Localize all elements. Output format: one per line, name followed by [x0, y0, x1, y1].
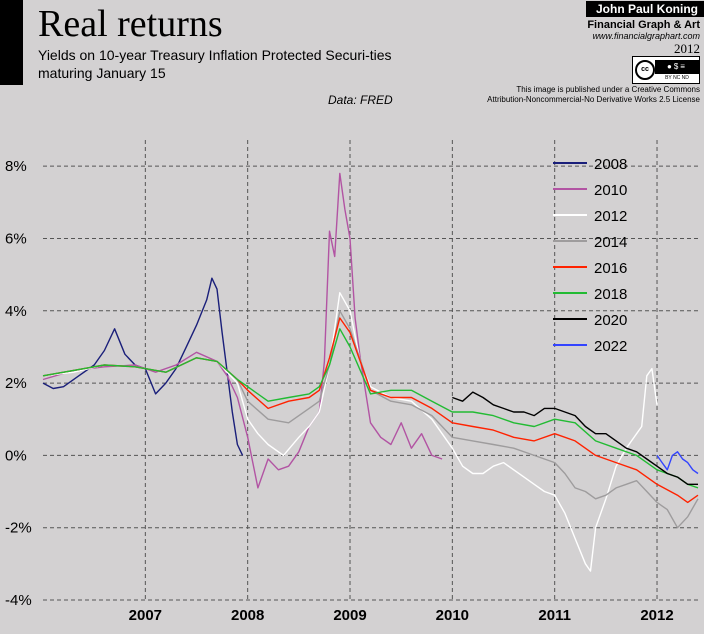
legend-label-2018: 2018: [594, 286, 627, 303]
grid-lines: [43, 140, 700, 601]
series-line-2008: [42, 277, 244, 456]
legend-label-2012: 2012: [594, 208, 627, 225]
legend-label-2008: 2008: [594, 156, 627, 173]
cc-license-icons: ●$≡: [655, 60, 699, 74]
series-line-2022: [656, 451, 699, 475]
website-link[interactable]: www.financialgraphart.com: [592, 31, 700, 41]
cc-logo-icon: cc: [635, 60, 655, 80]
legend-label-2020: 2020: [594, 312, 627, 329]
chart-subtitle: Yields on 10-year Treasury Inflation Pro…: [38, 47, 392, 81]
legend: 2008 2010 2012 2014 2016 2018 2020 2022: [553, 156, 627, 355]
credit-block: John Paul Koning Financial Graph & Art w…: [524, 0, 704, 57]
y-tick-label: 6%: [5, 230, 27, 247]
data-source: Data: FRED: [328, 93, 393, 107]
author-name: John Paul Koning: [586, 1, 704, 17]
legend-label-2014: 2014: [594, 234, 627, 251]
y-tick-label: 2%: [5, 375, 27, 392]
y-tick-label: 8%: [5, 158, 27, 175]
chart-title: Real returns: [38, 3, 223, 45]
y-tick-label: -2%: [5, 520, 32, 537]
legend-label-2022: 2022: [594, 338, 627, 355]
y-tick-label: 4%: [5, 303, 27, 320]
brand-name: Financial Graph & Art: [587, 19, 700, 31]
x-tick-label: 2011: [538, 607, 571, 624]
license-text: This image is published under a Creative…: [460, 85, 700, 105]
x-tick-label: 2010: [436, 607, 469, 624]
y-tick-label: 0%: [5, 447, 27, 464]
copyright-year: 2012: [674, 41, 700, 56]
x-tick-label: 2007: [129, 607, 162, 624]
axes: 8% 6% 4% 2% 0% -2% -4% 2007 2008 2009 2010 2011 2012: [5, 158, 674, 624]
license-line-2: Attribution-Noncommercial-No Derivative …: [487, 95, 700, 104]
x-tick-label: 2008: [231, 607, 264, 624]
series-line-2012: [42, 292, 658, 572]
series-line-2018: [42, 328, 699, 489]
license-line-1: This image is published under a Creative…: [516, 85, 700, 94]
legend-label-2010: 2010: [594, 182, 627, 199]
y-tick-label: -4%: [5, 592, 32, 609]
cc-license-tags: BY NC ND: [665, 75, 689, 81]
series-line-2010: [42, 172, 443, 489]
legend-label-2016: 2016: [594, 260, 627, 277]
creative-commons-badge[interactable]: cc ●$≡ BY NC ND: [632, 56, 700, 84]
x-tick-label: 2009: [333, 607, 366, 624]
title-accent-bar: [0, 0, 23, 85]
series-lines: [42, 172, 699, 572]
x-tick-label: 2012: [640, 607, 673, 624]
series-line-2020: [452, 391, 698, 485]
